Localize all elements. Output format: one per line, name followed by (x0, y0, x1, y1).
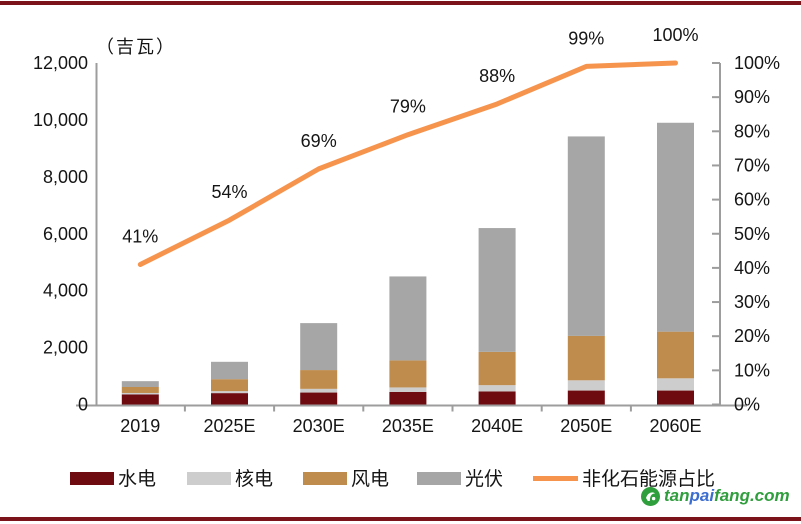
legend-swatch-hydro (70, 472, 114, 485)
watermark-text-part-2: pai (689, 486, 715, 505)
left-axis-unit-label: （吉瓦） (96, 37, 176, 58)
right-axis-tick-label: 80% (734, 121, 770, 141)
legend-swatch-nuclear (187, 472, 231, 485)
line-point-label-2035E: 79% (390, 97, 426, 117)
right-axis-tick-label: 10% (734, 360, 770, 380)
bar-segment-solar-2030E (300, 323, 338, 371)
watermark-text-part-3: fang.com (714, 486, 790, 505)
bar-segment-wind-2019 (121, 386, 159, 393)
legend-label-solar: 光伏 (465, 468, 503, 490)
bar-segment-hydro-2019 (121, 394, 159, 405)
bar-segment-wind-2060E (657, 331, 694, 379)
right-axis-tick-label: 50% (734, 224, 770, 244)
tanpaifang-logo-icon (641, 486, 660, 506)
bar-segment-wind-2030E (300, 370, 338, 389)
bar-segment-hydro-2050E (567, 390, 605, 405)
right-axis-tick-label: 60% (734, 190, 770, 210)
line-point-label-2060E: 100% (652, 25, 698, 45)
x-axis-label-2030E: 2030E (293, 416, 345, 436)
bar-segment-nuclear-2060E (657, 378, 694, 391)
x-axis-label-2060E: 2060E (649, 416, 701, 436)
left-axis-tick-label: 2,000 (43, 338, 88, 358)
bar-segment-wind-2040E (478, 351, 516, 386)
bar-segment-hydro-2040E (478, 391, 516, 405)
line-point-label-2050E: 99% (568, 28, 604, 48)
right-axis-tick-label: 0% (734, 395, 760, 415)
legend-swatch-solar (417, 472, 461, 485)
bar-segment-solar-2040E (478, 228, 516, 352)
left-axis-tick-label: 12,000 (33, 53, 88, 73)
watermark-text-part-1: tan (664, 486, 690, 505)
bar-segment-solar-2050E (567, 136, 605, 336)
line-point-label-2025E: 54% (211, 182, 247, 202)
bar-segment-nuclear-2030E (300, 388, 338, 393)
bar-segment-nuclear-2050E (567, 380, 605, 391)
bar-segment-nuclear-2025E (211, 391, 248, 394)
bottom-border-rule (0, 517, 801, 521)
legend-label-wind: 风电 (351, 468, 389, 490)
right-axis-tick-label: 40% (734, 258, 770, 278)
watermark: tanpaifang.com (641, 486, 790, 506)
bar-segment-hydro-2025E (211, 393, 248, 405)
bar-segment-nuclear-2035E (389, 387, 427, 392)
legend-label-nuclear: 核电 (235, 468, 273, 490)
bar-segment-hydro-2035E (389, 391, 427, 405)
bar-segment-wind-2025E (211, 379, 248, 392)
x-axis-label-2019: 2019 (120, 416, 160, 436)
right-axis-tick-label: 20% (734, 326, 770, 346)
right-axis-tick-label: 90% (734, 87, 770, 107)
watermark-text: tanpaifang.com (664, 486, 790, 506)
legend-label-nonfossil-share: 非化石能源占比 (582, 468, 715, 490)
bar-segment-hydro-2030E (300, 392, 338, 405)
bar-segment-nuclear-2040E (478, 385, 516, 392)
left-axis-tick-label: 4,000 (43, 281, 88, 301)
legend-label-hydro: 水电 (118, 468, 156, 490)
x-axis-label-2040E: 2040E (471, 416, 523, 436)
line-point-label-2019: 41% (122, 226, 158, 246)
right-axis-tick-label: 100% (734, 53, 780, 73)
legend-swatch-wind (303, 472, 347, 485)
line-point-label-2040E: 88% (479, 66, 515, 86)
bar-segment-solar-2025E (211, 361, 248, 380)
bar-segment-hydro-2060E (657, 390, 694, 405)
left-axis-tick-label: 0 (78, 395, 88, 415)
bar-segment-wind-2035E (389, 360, 427, 388)
x-axis-label-2035E: 2035E (382, 416, 434, 436)
left-axis-tick-label: 10,000 (33, 110, 88, 130)
x-axis-label-2025E: 2025E (203, 416, 255, 436)
bar-segment-solar-2035E (389, 276, 427, 361)
left-axis-tick-label: 8,000 (43, 167, 88, 187)
right-axis-tick-label: 30% (734, 292, 770, 312)
line-point-label-2030E: 69% (301, 131, 337, 151)
bar-segment-solar-2060E (657, 122, 694, 332)
left-axis-tick-label: 6,000 (43, 224, 88, 244)
bar-segment-solar-2019 (121, 381, 159, 387)
top-border-rule (0, 1, 801, 5)
right-axis-tick-label: 70% (734, 155, 770, 175)
bar-segment-nuclear-2019 (121, 392, 159, 395)
bar-segment-wind-2050E (567, 335, 605, 381)
nonfossil-share-line (137, 60, 678, 267)
x-axis-label-2050E: 2050E (560, 416, 612, 436)
